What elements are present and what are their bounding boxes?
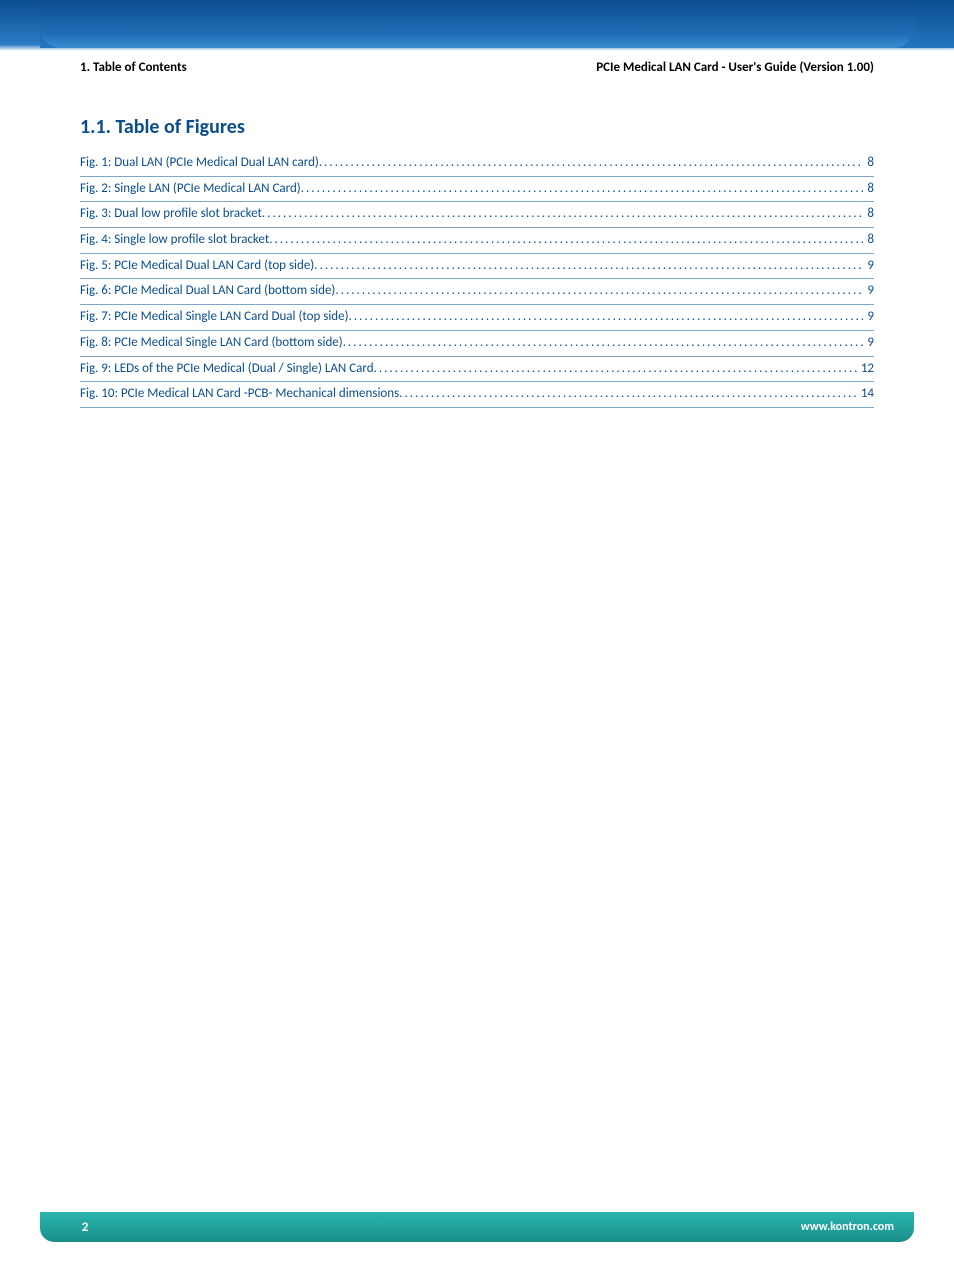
table-of-figures: Fig. 1: Dual LAN (PCIe Medical Dual LAN … [80, 151, 874, 408]
tof-label: Fig. 1: Dual LAN (PCIe Medical Dual LAN … [80, 151, 319, 177]
tof-page: 9 [863, 331, 874, 357]
tof-page: 14 [857, 382, 874, 408]
tof-entry[interactable]: Fig. 7: PCIe Medical Single LAN Card Dua… [80, 305, 874, 331]
tof-label: Fig. 7: PCIe Medical Single LAN Card Dua… [80, 305, 349, 331]
tof-leader-dots [319, 151, 864, 177]
tof-page: 12 [857, 357, 874, 383]
tof-page: 9 [863, 254, 874, 280]
footer-url-bar: www.kontron.com [130, 1212, 914, 1242]
tof-page: 8 [863, 177, 874, 203]
tof-page: 9 [863, 279, 874, 305]
tof-entry[interactable]: Fig. 2: Single LAN (PCIe Medical LAN Car… [80, 177, 874, 203]
tof-label: Fig. 10: PCIe Medical LAN Card -PCB- Mec… [80, 382, 399, 408]
footer-url[interactable]: www.kontron.com [801, 1220, 894, 1234]
main-content: 1.1. Table of Figures Fig. 1: Dual LAN (… [0, 75, 954, 408]
tof-label: Fig. 4: Single low profile slot bracket [80, 228, 269, 254]
tof-leader-dots [349, 305, 864, 331]
tof-leader-dots [314, 254, 863, 280]
tof-entry[interactable]: Fig. 9: LEDs of the PCIe Medical (Dual /… [80, 357, 874, 383]
tof-entry[interactable]: Fig. 5: PCIe Medical Dual LAN Card (top … [80, 254, 874, 280]
header-left: 1. Table of Contents [80, 60, 187, 75]
tof-label: Fig. 5: PCIe Medical Dual LAN Card (top … [80, 254, 314, 280]
tof-label: Fig. 2: Single LAN (PCIe Medical LAN Car… [80, 177, 301, 203]
tof-leader-dots [301, 177, 864, 203]
running-header: 1. Table of Contents PCIe Medical LAN Ca… [0, 48, 954, 75]
tof-leader-dots [374, 357, 857, 383]
tof-page: 8 [863, 202, 874, 228]
tof-page: 8 [863, 151, 874, 177]
page-number: 2 [40, 1212, 130, 1242]
tof-entry[interactable]: Fig. 6: PCIe Medical Dual LAN Card (bott… [80, 279, 874, 305]
tof-entry[interactable]: Fig. 4: Single low profile slot bracket … [80, 228, 874, 254]
tof-leader-dots [269, 228, 863, 254]
tof-leader-dots [399, 382, 857, 408]
header-right: PCIe Medical LAN Card - User's Guide (Ve… [596, 60, 874, 75]
tof-label: Fig. 3: Dual low profile slot bracket [80, 202, 262, 228]
tof-entry[interactable]: Fig. 10: PCIe Medical LAN Card -PCB- Mec… [80, 382, 874, 408]
tof-label: Fig. 6: PCIe Medical Dual LAN Card (bott… [80, 279, 335, 305]
tof-leader-dots [262, 202, 864, 228]
tof-entry[interactable]: Fig. 3: Dual low profile slot bracket 8 [80, 202, 874, 228]
tof-page: 9 [863, 305, 874, 331]
tof-entry[interactable]: Fig. 1: Dual LAN (PCIe Medical Dual LAN … [80, 151, 874, 177]
tof-page: 8 [863, 228, 874, 254]
page-footer: 2 www.kontron.com [40, 1212, 914, 1242]
section-heading: 1.1. Table of Figures [80, 115, 874, 139]
tof-label: Fig. 9: LEDs of the PCIe Medical (Dual /… [80, 357, 374, 383]
tof-leader-dots [335, 279, 863, 305]
tof-entry[interactable]: Fig. 8: PCIe Medical Single LAN Card (bo… [80, 331, 874, 357]
top-banner [40, 0, 914, 48]
tof-label: Fig. 8: PCIe Medical Single LAN Card (bo… [80, 331, 343, 357]
tof-leader-dots [343, 331, 864, 357]
